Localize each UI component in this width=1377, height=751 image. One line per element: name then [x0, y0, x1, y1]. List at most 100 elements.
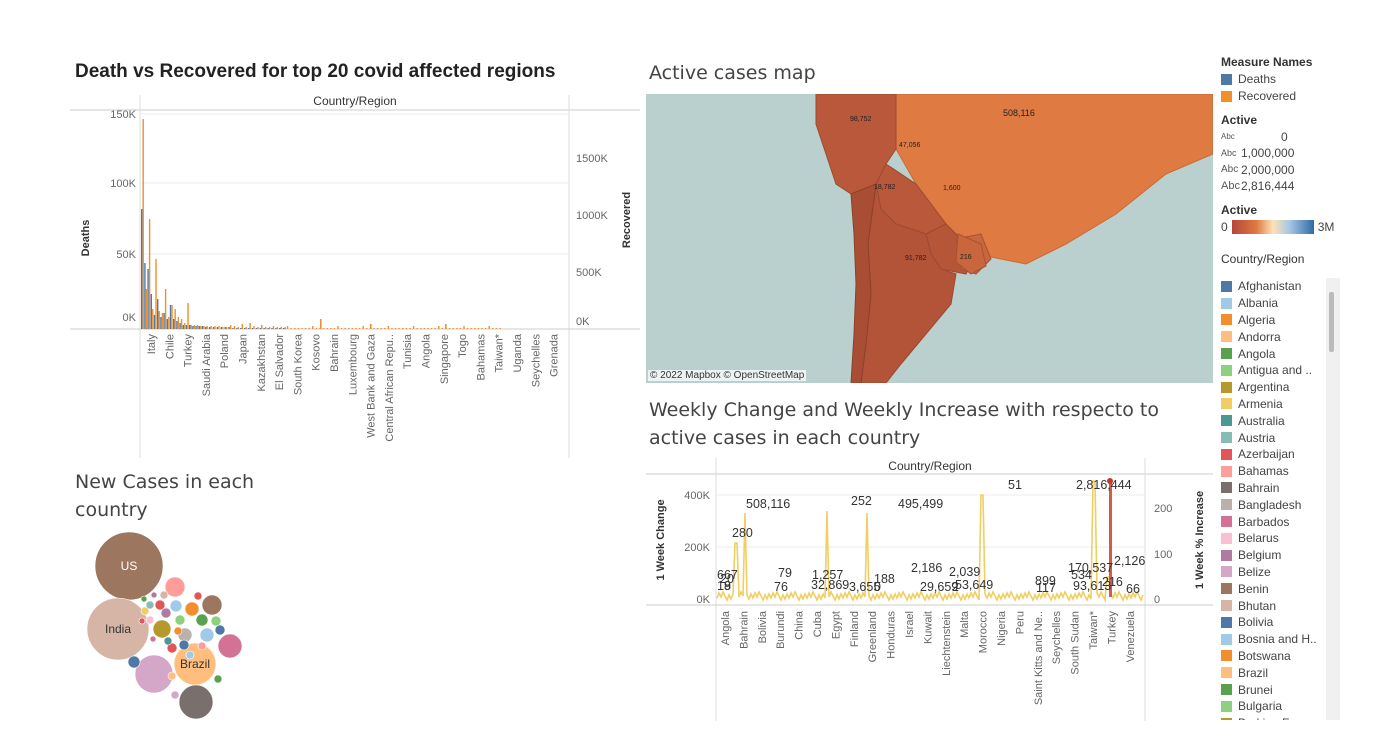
deaths-bar[interactable]: [240, 328, 242, 329]
country-bubble[interactable]: [185, 650, 195, 660]
recovered-bar[interactable]: [164, 289, 167, 329]
recovered-bar[interactable]: [184, 323, 186, 329]
deaths-bar[interactable]: [182, 325, 184, 329]
recovered-bar[interactable]: [214, 326, 216, 329]
deaths-bar[interactable]: [195, 326, 197, 329]
country-bubble[interactable]: [150, 591, 158, 599]
country-legend-item[interactable]: Belize: [1221, 564, 1339, 581]
recovered-bar[interactable]: [448, 328, 451, 329]
recovered-bar[interactable]: [294, 328, 296, 329]
country-bubble[interactable]: [178, 684, 214, 720]
recovered-bar[interactable]: [474, 328, 476, 329]
deaths-bar[interactable]: [279, 328, 281, 329]
new-cases-bubble-chart[interactable]: US India Brazil: [80, 525, 255, 725]
deaths-bar[interactable]: [216, 327, 219, 329]
deaths-bar[interactable]: [208, 327, 211, 329]
country-bubble[interactable]: [152, 619, 172, 639]
recovered-bar[interactable]: [402, 328, 404, 329]
country-legend-list[interactable]: Afghanistan Albania Algeria Andorra Angola An…: [1221, 278, 1339, 720]
recovered-bar[interactable]: [210, 326, 212, 329]
deaths-bar[interactable]: [169, 305, 172, 329]
recovered-bar[interactable]: [370, 324, 372, 329]
deaths-bar[interactable]: [166, 319, 168, 329]
recovered-bar[interactable]: [477, 328, 480, 329]
recovered-bar[interactable]: [203, 326, 205, 329]
recovered-bar[interactable]: [387, 326, 390, 329]
recovered-bar[interactable]: [148, 219, 151, 329]
recovered-bar[interactable]: [416, 328, 418, 329]
deaths-bar[interactable]: [259, 328, 261, 329]
recovered-bar[interactable]: [355, 328, 357, 329]
country-legend-item[interactable]: Albania: [1221, 295, 1339, 312]
recovered-bar[interactable]: [177, 317, 180, 329]
country-bubble[interactable]: [213, 674, 223, 684]
recovered-bar[interactable]: [257, 327, 259, 329]
deaths-bar[interactable]: [236, 328, 238, 329]
recovered-bar[interactable]: [481, 328, 483, 329]
recovered-bar[interactable]: [196, 325, 199, 329]
country-bubble[interactable]: [195, 613, 209, 627]
deaths-bar[interactable]: [232, 328, 234, 329]
country-legend-item[interactable]: Bangladesh: [1221, 496, 1339, 513]
recovered-bar[interactable]: [445, 324, 447, 329]
recovered-bar[interactable]: [301, 328, 303, 329]
recovered-bar[interactable]: [452, 328, 454, 329]
recovered-bar[interactable]: [470, 328, 472, 329]
deaths-bar[interactable]: [153, 315, 156, 329]
recovered-bar[interactable]: [398, 328, 400, 329]
weekly-change-line[interactable]: [716, 480, 1144, 603]
recovered-bar[interactable]: [190, 325, 192, 329]
country-legend-item[interactable]: Brunei: [1221, 681, 1339, 698]
recovered-bar[interactable]: [272, 326, 275, 329]
measure-legend-item[interactable]: Deaths: [1221, 71, 1371, 88]
recovered-bar[interactable]: [284, 327, 286, 329]
country-legend-item[interactable]: Belarus: [1221, 530, 1339, 547]
country-bubble[interactable]: [140, 595, 148, 603]
weekly-change-chart[interactable]: Country/Region 1 Week Change 1 Week % In…: [646, 455, 1213, 723]
recovered-bar[interactable]: [261, 325, 263, 329]
measure-legend-item[interactable]: Recovered: [1221, 88, 1371, 105]
country-legend-item[interactable]: Burkina Faso: [1221, 715, 1339, 720]
country-bubble[interactable]: [173, 626, 183, 636]
country-bubble[interactable]: [184, 601, 200, 617]
country-bubble[interactable]: [160, 607, 172, 619]
region-uruguay-bulge[interactable]: [955, 233, 987, 275]
recovered-bar[interactable]: [218, 326, 220, 329]
country-legend-item[interactable]: Argentina: [1221, 379, 1339, 396]
recovered-bar[interactable]: [312, 326, 314, 329]
recovered-bar[interactable]: [362, 326, 364, 329]
recovered-bar[interactable]: [384, 328, 386, 329]
deaths-bar[interactable]: [163, 313, 165, 329]
recovered-bar[interactable]: [233, 326, 236, 329]
recovered-bar[interactable]: [161, 313, 164, 329]
deaths-bar[interactable]: [198, 326, 200, 329]
recovered-bar[interactable]: [484, 328, 487, 329]
peak-point[interactable]: [1107, 478, 1113, 484]
country-legend-item[interactable]: Armenia: [1221, 396, 1339, 413]
country-bubble[interactable]: [197, 641, 207, 651]
recovered-bar[interactable]: [394, 328, 397, 329]
deaths-bar[interactable]: [147, 269, 149, 329]
country-legend-item[interactable]: Benin: [1221, 580, 1339, 597]
country-bubble[interactable]: [140, 606, 150, 616]
recovered-bar[interactable]: [322, 328, 325, 329]
peak-spike-marker[interactable]: [1109, 481, 1112, 597]
country-bubble[interactable]: [193, 591, 203, 601]
recovered-bar[interactable]: [268, 327, 271, 329]
deaths-bar[interactable]: [176, 321, 178, 329]
country-bubble[interactable]: [127, 655, 141, 669]
country-bubble[interactable]: [210, 615, 222, 627]
country-legend-item[interactable]: Bosnia and H..: [1221, 631, 1339, 648]
recovered-bar[interactable]: [459, 328, 462, 329]
country-bubble[interactable]: [201, 594, 223, 616]
country-legend-item[interactable]: Australia: [1221, 412, 1339, 429]
recovered-bar[interactable]: [463, 326, 465, 329]
deaths-bar[interactable]: [271, 328, 273, 329]
recovered-bar[interactable]: [412, 326, 415, 329]
recovered-bar[interactable]: [280, 327, 282, 329]
deaths-bar[interactable]: [192, 326, 194, 329]
recovered-bar[interactable]: [420, 328, 422, 329]
country-legend-item[interactable]: Barbados: [1221, 513, 1339, 530]
country-legend-item[interactable]: Andorra: [1221, 328, 1339, 345]
recovered-bar[interactable]: [265, 327, 267, 329]
